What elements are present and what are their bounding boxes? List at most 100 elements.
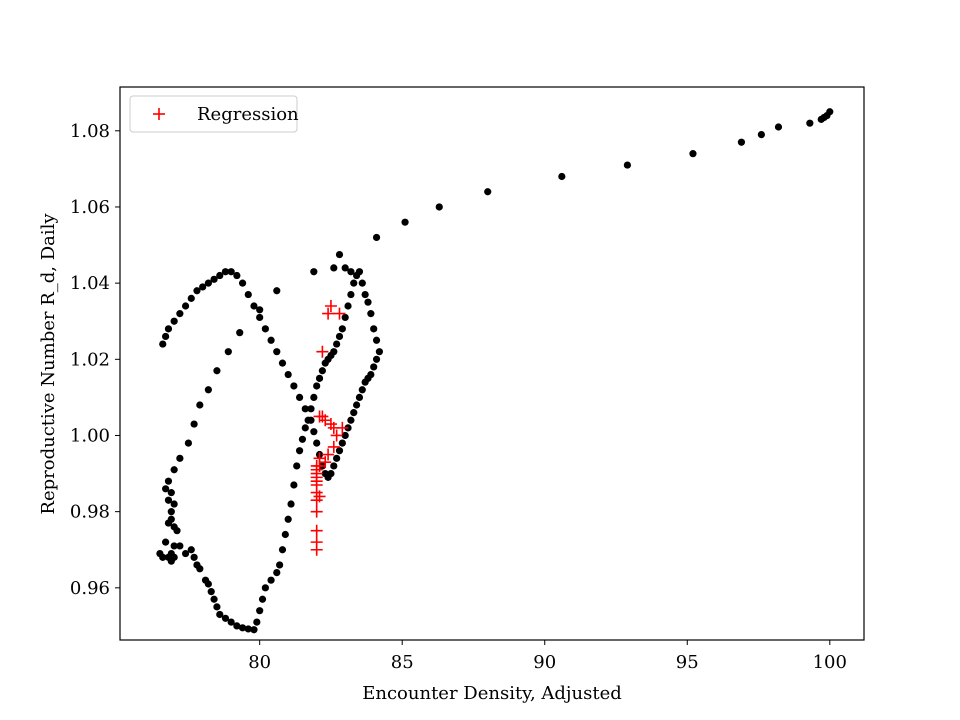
data-point — [333, 454, 341, 462]
data-point — [236, 329, 244, 337]
data-point — [187, 546, 195, 554]
data-point — [347, 416, 355, 424]
data-point — [167, 489, 175, 497]
x-axis-label: Encounter Density, Adjusted — [362, 683, 622, 704]
data-point — [267, 576, 275, 584]
data-point — [338, 325, 346, 333]
data-point — [370, 325, 378, 333]
data-point — [347, 290, 355, 299]
legend: Regression — [129, 95, 299, 133]
regression-point — [319, 456, 332, 469]
series-observed — [156, 108, 834, 634]
data-point — [367, 310, 375, 318]
data-point — [204, 386, 212, 394]
data-point — [233, 271, 241, 280]
x-tick-label: 100 — [813, 652, 847, 673]
y-axis-label: Reproductive Number R_d, Daily — [38, 213, 59, 515]
data-point — [210, 595, 218, 603]
data-point — [335, 447, 344, 455]
data-point — [484, 188, 492, 196]
data-point — [284, 515, 292, 523]
data-point — [372, 233, 381, 242]
data-point — [295, 393, 304, 401]
data-point — [355, 268, 364, 276]
data-point — [287, 500, 295, 508]
y-tick-label: 0.96 — [70, 578, 110, 599]
data-point — [224, 348, 232, 356]
y-tick-label: 1.08 — [70, 121, 110, 142]
data-point — [350, 409, 358, 417]
data-point — [321, 469, 329, 478]
data-point — [190, 553, 198, 561]
data-point — [689, 150, 697, 158]
legend-box — [129, 95, 298, 133]
data-point — [261, 325, 269, 333]
data-point — [318, 367, 326, 375]
data-point — [162, 538, 170, 546]
data-point — [273, 348, 281, 356]
data-point — [401, 218, 409, 226]
y-tick-label: 1.00 — [70, 425, 110, 446]
data-point — [176, 310, 184, 318]
data-point — [216, 271, 224, 280]
y-tick-label: 1.06 — [70, 197, 110, 218]
data-point — [313, 382, 321, 390]
data-point — [352, 401, 361, 409]
data-point — [261, 584, 269, 592]
data-point — [190, 420, 198, 428]
data-point — [199, 283, 207, 291]
regression-point — [310, 524, 323, 537]
data-point — [301, 405, 309, 413]
legend-regression-label: Regression — [197, 104, 299, 125]
data-point — [196, 565, 204, 573]
data-point — [774, 123, 783, 131]
data-point — [176, 454, 184, 462]
data-point — [355, 393, 364, 401]
regression-point — [316, 345, 329, 358]
data-point — [435, 203, 443, 211]
regression-point — [336, 421, 349, 434]
data-point — [341, 431, 349, 440]
data-point — [310, 268, 318, 276]
regression-point — [330, 429, 343, 442]
data-point — [364, 298, 372, 306]
data-point — [233, 622, 241, 630]
x-tick-label: 90 — [533, 652, 556, 673]
x-axis: 80 85 90 95 100 — [248, 640, 847, 673]
data-point — [310, 393, 318, 401]
data-point — [267, 336, 275, 344]
data-point — [167, 508, 175, 516]
data-point — [273, 568, 281, 577]
data-point — [193, 287, 201, 295]
regression-point — [327, 440, 340, 453]
data-point — [307, 416, 315, 424]
data-point — [164, 477, 173, 485]
axes-frame — [119, 86, 865, 641]
data-point — [290, 382, 298, 390]
regression-point — [333, 307, 346, 320]
data-point — [313, 439, 321, 447]
data-point — [290, 481, 298, 489]
data-point — [330, 264, 338, 272]
series-regression — [310, 299, 349, 556]
data-point — [826, 108, 834, 116]
data-point — [315, 374, 324, 382]
data-point — [170, 317, 178, 325]
data-point — [558, 172, 566, 181]
data-point — [213, 603, 221, 611]
regression-point — [322, 307, 335, 320]
data-point — [162, 332, 170, 341]
data-point — [250, 626, 258, 634]
data-point — [210, 275, 218, 283]
data-point — [181, 302, 190, 310]
data-point — [184, 439, 193, 447]
data-point — [284, 370, 292, 379]
data-point — [196, 401, 204, 409]
data-point — [159, 340, 167, 348]
data-point — [213, 367, 221, 375]
x-tick-label: 80 — [248, 652, 271, 673]
data-point — [227, 268, 235, 276]
data-point — [244, 290, 252, 299]
data-point — [333, 340, 341, 348]
